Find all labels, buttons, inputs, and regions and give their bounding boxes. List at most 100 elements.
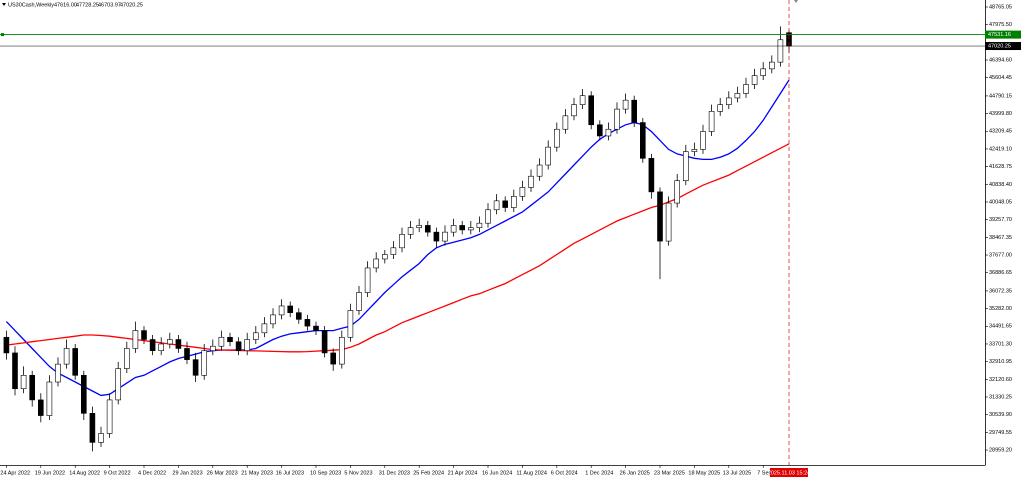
y-tick-label: 29749.55: [989, 430, 1012, 436]
y-tick-label: 31330.25: [989, 394, 1012, 400]
candle-body: [330, 352, 337, 365]
candle-body: [29, 375, 36, 401]
candle-body: [390, 247, 397, 255]
header-low: 46703.97: [98, 2, 121, 8]
candle-body: [459, 225, 466, 231]
candle-body: [519, 187, 526, 197]
candle-body: [98, 433, 104, 443]
candle-body: [89, 413, 96, 443]
candle-body: [244, 339, 250, 351]
candle-body: [149, 339, 156, 351]
candle-body: [295, 312, 302, 320]
candle-body: [536, 164, 543, 177]
y-tick-label: 44790.15: [989, 93, 1012, 99]
x-tick-label: 5 Nov 2023: [344, 470, 372, 476]
x-tick-label: 24 Apr 2022: [0, 470, 30, 476]
candle-body: [141, 330, 147, 340]
x-tick-label: 16 Jun 2024: [482, 470, 512, 476]
x-tick-label: 13 Jul 2025: [723, 470, 751, 476]
candle-body: [356, 292, 362, 311]
candle-body: [528, 175, 534, 188]
candle-body: [493, 200, 500, 211]
header-close: 47020.25: [120, 2, 143, 8]
candle-body: [227, 336, 233, 343]
x-tick-label: 25 Feb 2024: [413, 470, 444, 476]
x-tick-label: 16 Jul 2023: [276, 470, 304, 476]
y-tick-label: 46394.60: [989, 57, 1012, 63]
candle-body: [648, 158, 655, 193]
candle-body: [287, 305, 294, 313]
candle-body: [700, 131, 706, 150]
candle-body: [708, 111, 715, 132]
x-tick-label: 9 Oct 2022: [104, 470, 131, 476]
moving-average: [5, 79, 790, 397]
y-tick-label: 39257.70: [989, 217, 1012, 223]
candle-body: [235, 341, 242, 351]
y-tick-label: 38467.35: [989, 235, 1012, 241]
x-tick-label: 1 Dec 2024: [585, 470, 613, 476]
candle-body: [201, 350, 207, 376]
candle-body: [751, 75, 758, 85]
x-tick-label: 29 Jan 2023: [172, 470, 202, 476]
y-tick-label: 42419.10: [989, 146, 1012, 152]
candle-body: [3, 336, 10, 354]
cursor-time: 2025.11.03 15:24: [768, 470, 810, 476]
candle-body: [768, 61, 775, 70]
candle-body: [55, 363, 61, 383]
candle-body: [605, 128, 612, 137]
candle-body: [734, 93, 741, 99]
candle-body: [63, 348, 70, 365]
candle-body: [20, 375, 27, 390]
y-tick-label: 36886.65: [989, 270, 1012, 276]
y-tick-label: 30539.90: [989, 412, 1012, 418]
x-tick-label: 4 Dec 2022: [138, 470, 166, 476]
candle-body: [553, 128, 560, 148]
candle-body: [485, 209, 491, 224]
x-tick-label: 31 Dec 2023: [379, 470, 410, 476]
candle-body: [743, 84, 749, 94]
y-tick-label: 36072.35: [989, 288, 1012, 294]
y-tick-label: 28959.20: [989, 447, 1012, 453]
menu-arrow[interactable]: [2, 3, 6, 6]
price-label-box: [985, 30, 1021, 39]
candle-body: [373, 258, 380, 269]
candle-body: [467, 227, 474, 231]
price-label-box: [985, 42, 1021, 51]
candle-body: [442, 231, 448, 242]
cursor-time-box: [770, 468, 808, 477]
candle-body: [12, 352, 18, 390]
candle-body: [725, 97, 732, 105]
candle-body: [407, 227, 414, 235]
x-tick-label: 21 May 2023: [241, 470, 273, 476]
y-tick-label: 32910.95: [989, 359, 1012, 365]
candle-body: [313, 325, 319, 331]
x-tick-label: 18 May 2025: [688, 470, 720, 476]
candle-body: [37, 399, 44, 416]
candle-body: [596, 124, 603, 137]
candle-body: [210, 345, 216, 351]
candle-body: [158, 343, 164, 351]
candle-body: [674, 180, 681, 204]
candle-body: [433, 231, 440, 242]
y-tick-label: 41628.75: [989, 164, 1012, 170]
candle-body: [347, 310, 354, 338]
x-tick-label: 26 Mar 2023: [207, 470, 238, 476]
candle-body: [450, 225, 457, 233]
candle-body: [381, 254, 388, 260]
y-tick-label: 33701.30: [989, 341, 1012, 347]
shift-marker[interactable]: [794, 0, 798, 3]
x-tick-label: 23 Mar 2025: [654, 470, 685, 476]
candle-body: [270, 314, 276, 325]
candle-body: [571, 104, 577, 117]
candle-body: [72, 348, 78, 376]
candle-body: [631, 99, 638, 123]
candle-body: [46, 381, 53, 416]
candle-body: [167, 339, 173, 345]
y-tick-label: 40838.40: [989, 182, 1012, 188]
x-tick-label: 10 Sep 2023: [310, 470, 341, 476]
candle-body: [304, 319, 311, 327]
x-tick-label: 11 Aug 2024: [516, 470, 546, 476]
y-tick-label: 37677.00: [989, 252, 1012, 258]
